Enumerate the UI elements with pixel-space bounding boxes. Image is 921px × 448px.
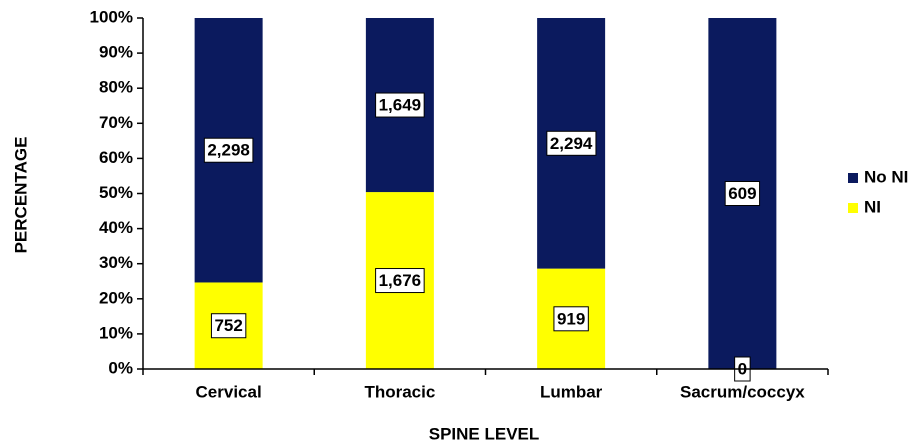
data-label-box <box>375 92 425 118</box>
y-tick-label: 50% <box>99 183 133 202</box>
y-tick-label: 70% <box>99 113 133 132</box>
data-label-box <box>375 268 425 294</box>
x-tick-label: Cervical <box>196 382 262 401</box>
y-tick-label: 90% <box>99 43 133 62</box>
y-tick-label: 20% <box>99 288 133 307</box>
y-axis-label: PERCENTAGE <box>11 137 30 254</box>
data-label-box <box>210 313 247 339</box>
y-tick-label: 40% <box>99 218 133 237</box>
data-label: 1,676 <box>379 271 422 290</box>
x-tick-label: Lumbar <box>540 382 603 401</box>
legend-label: No NI <box>864 167 908 186</box>
x-axis-label: SPINE LEVEL <box>429 424 540 443</box>
data-label-box <box>546 130 597 156</box>
y-tick-label: 100% <box>90 7 133 26</box>
data-label-box <box>203 137 254 163</box>
x-tick-label: Sacrum/coccyx <box>680 382 805 401</box>
y-tick-label: 0% <box>108 358 133 377</box>
legend-swatch <box>848 173 858 183</box>
data-label: 609 <box>728 184 756 203</box>
data-label-box <box>724 181 761 206</box>
data-label: 919 <box>557 309 585 328</box>
y-tick-label: 10% <box>99 323 133 342</box>
y-tick-label: 60% <box>99 148 133 167</box>
data-label: 2,294 <box>550 134 593 153</box>
y-tick-label: 30% <box>99 253 133 272</box>
x-tick-label: Thoracic <box>364 382 435 401</box>
y-tick-label: 80% <box>99 78 133 97</box>
data-label: 2,298 <box>207 141 250 160</box>
data-label: 752 <box>214 316 242 335</box>
data-label-box <box>553 306 589 332</box>
legend-label: NI <box>864 197 881 216</box>
legend-swatch <box>848 203 858 213</box>
data-label: 1,649 <box>379 96 422 115</box>
